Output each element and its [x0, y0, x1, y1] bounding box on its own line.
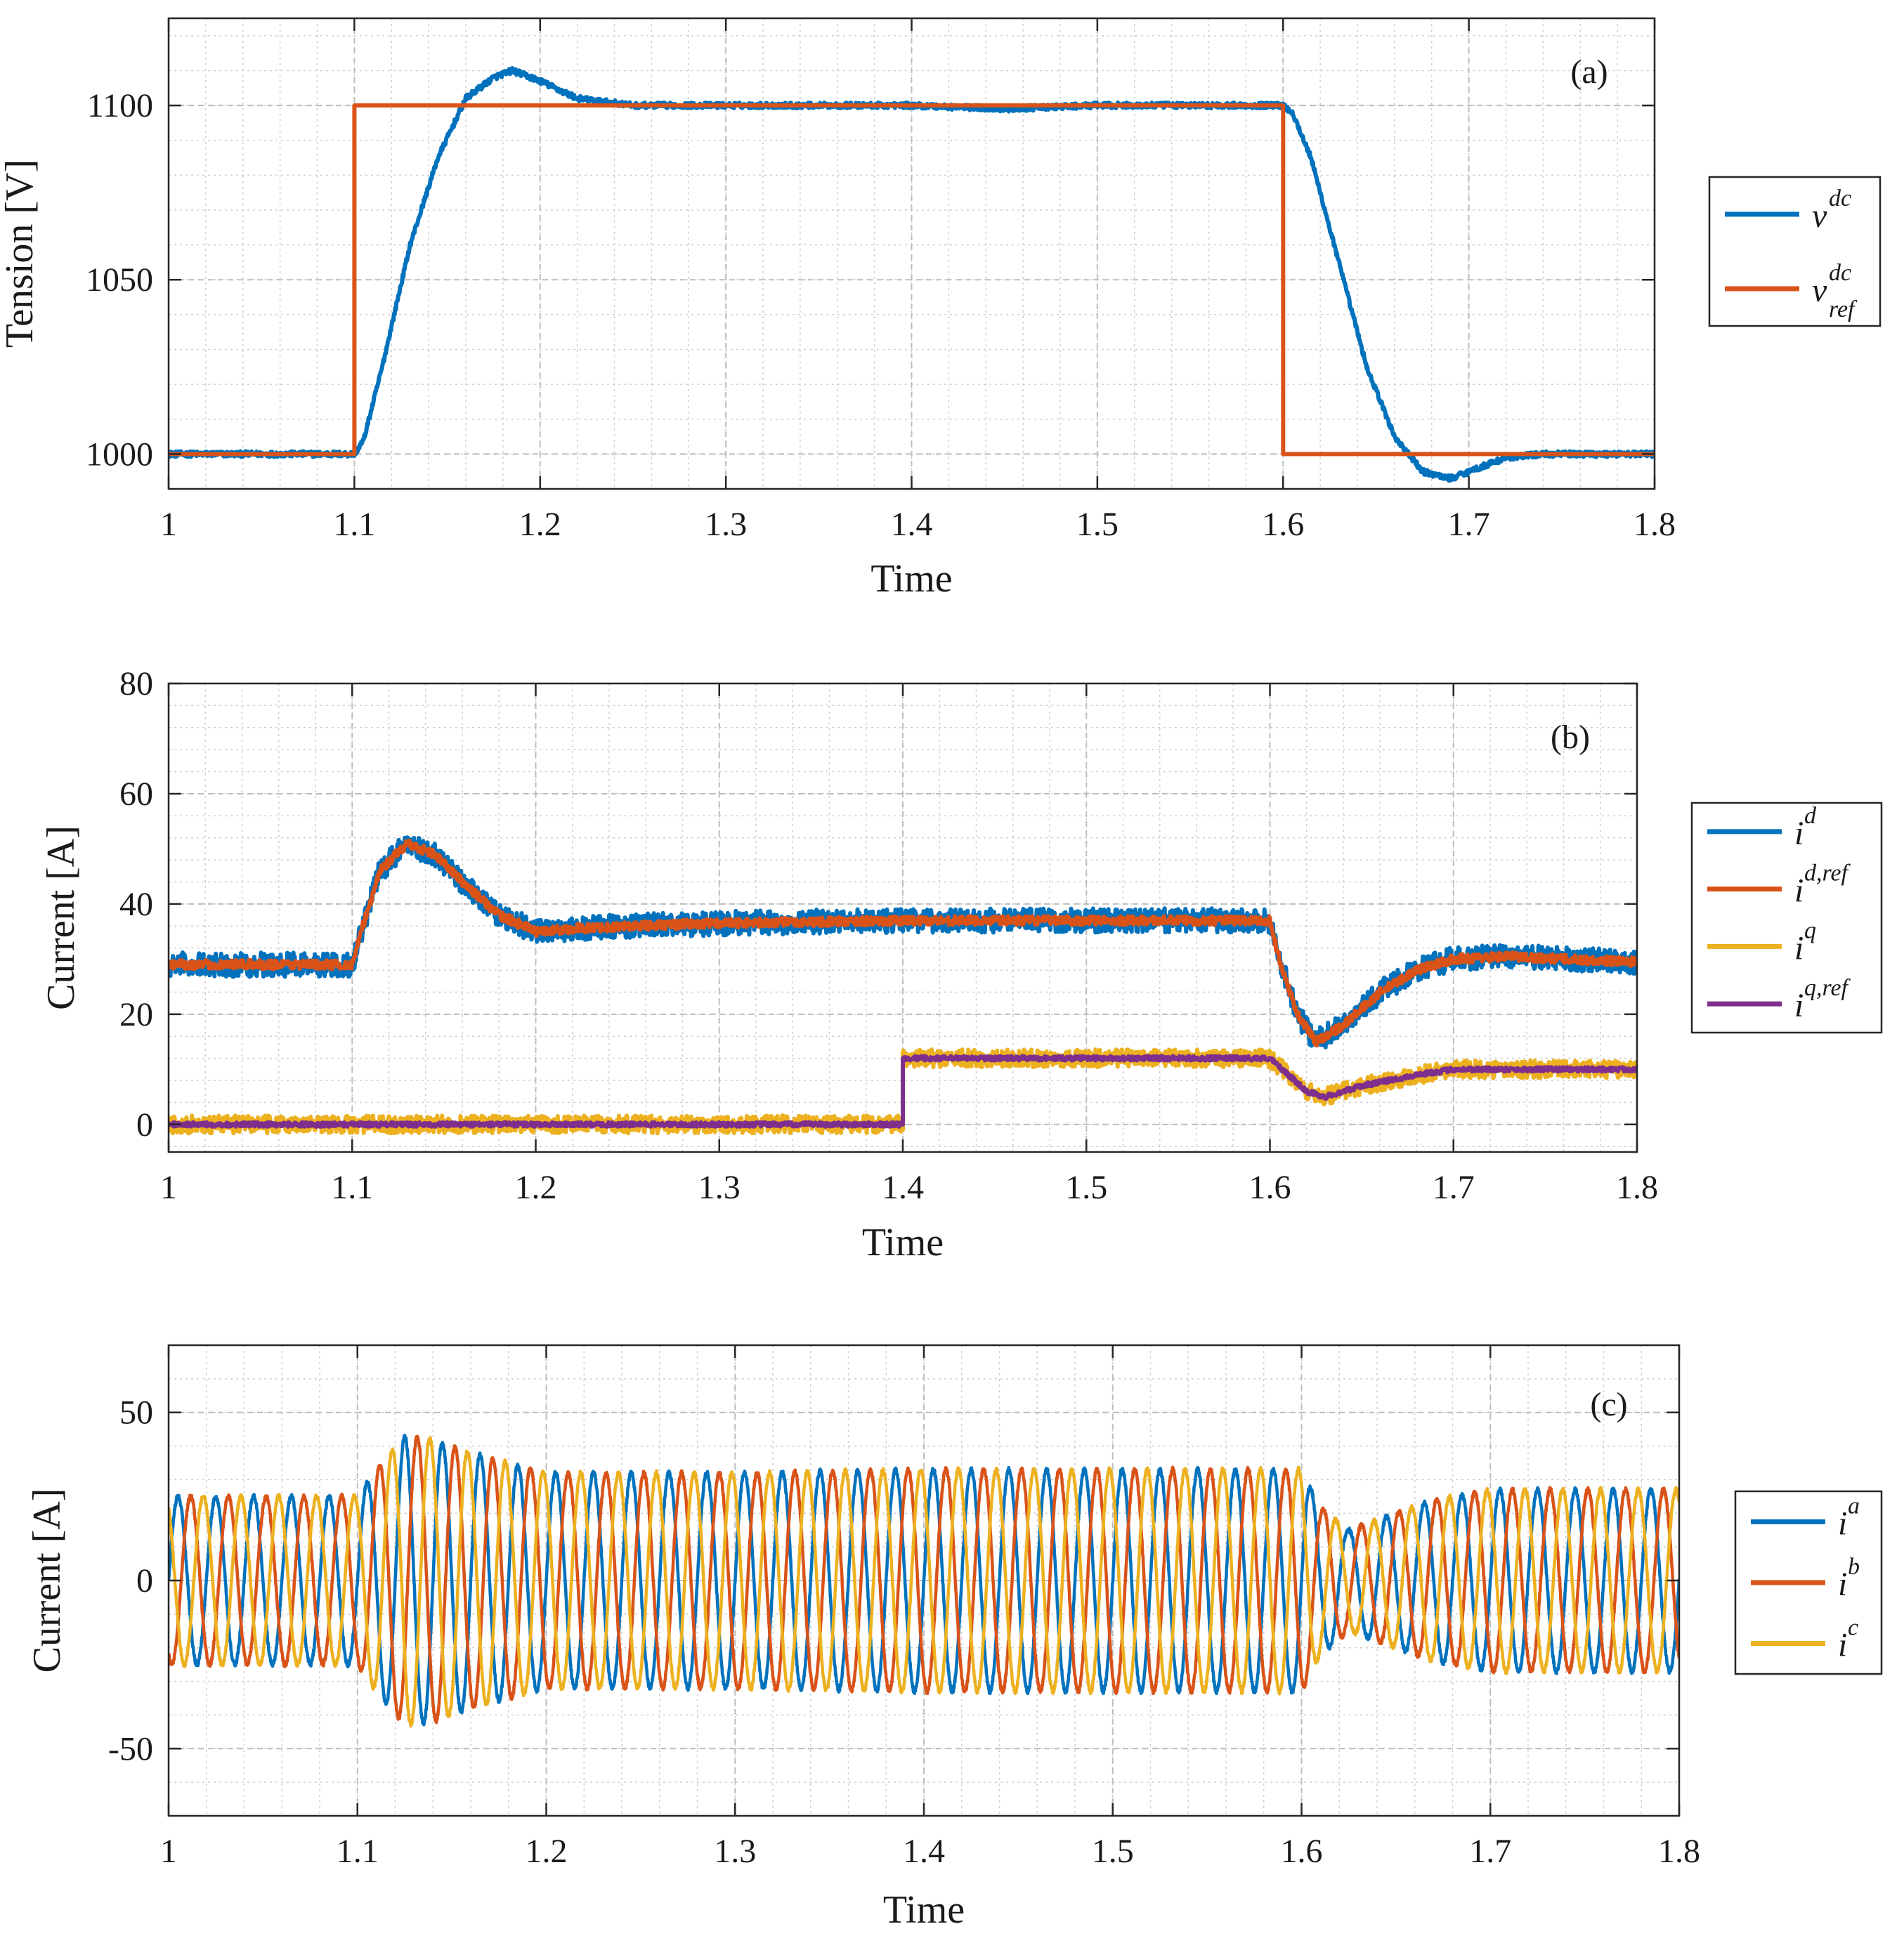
legend-item-v_dc_ref: v dc ref	[1725, 260, 1858, 322]
grid	[168, 18, 1655, 490]
x-tick-label: 1.8	[1634, 506, 1676, 543]
y-tick-label: 40	[119, 886, 153, 923]
x-tick-label: 1.2	[519, 506, 561, 543]
y-tick-label: 80	[119, 665, 153, 702]
y-tick-label: 50	[119, 1394, 153, 1432]
legend-symbol: i	[1838, 1505, 1847, 1542]
series-line-i_c	[169, 1436, 1679, 1728]
x-tick-label: 1.5	[1076, 506, 1119, 543]
series-line-v_dc_ref	[169, 103, 1655, 457]
legend-superscript: d,ref	[1804, 861, 1851, 886]
x-tick-label: 1.7	[1433, 1169, 1475, 1206]
x-tick-label: 1.4	[891, 506, 933, 543]
panel-b: 1 1.1 1.2 1.3 1.4 1.5 1.6 1.7 1.8 0 20 40 60 80 Time Cu…	[39, 665, 1883, 1264]
x-tick-label: 1.6	[1249, 1169, 1291, 1206]
legend-symbol: i	[1794, 929, 1804, 967]
legend-symbol: i	[1794, 815, 1804, 852]
y-tick-label: -50	[108, 1730, 153, 1767]
legend-superscript: b	[1848, 1554, 1860, 1580]
series-line-i_d	[169, 835, 1637, 1049]
y-tick-label: 0	[136, 1106, 153, 1144]
legend-symbol: i	[1838, 1627, 1847, 1664]
series-group	[169, 835, 1637, 1136]
x-tick-label: 1.2	[515, 1169, 557, 1206]
y-tick-label: 60	[119, 776, 153, 813]
series-group	[169, 1434, 1679, 1728]
x-tick-label: 1.4	[903, 1833, 945, 1870]
legend-superscript: dc	[1829, 260, 1851, 286]
y-tick-label: 1100	[87, 87, 153, 124]
y-tick-label: 0	[136, 1562, 153, 1599]
legend-box	[1708, 176, 1882, 327]
plot-area	[169, 18, 1655, 489]
x-axis-label: Time	[862, 1221, 944, 1264]
x-tick-label: 1.5	[1065, 1169, 1107, 1206]
legend-item-v_dc: v dc	[1725, 185, 1851, 235]
x-tick-label: 1	[160, 1169, 177, 1206]
x-tick-label: 1.8	[1616, 1169, 1658, 1206]
legend-symbol: i	[1838, 1566, 1847, 1603]
x-tick-label: 1.6	[1262, 506, 1304, 543]
x-tick-label: 1	[160, 506, 177, 543]
legend-superscript: q,ref	[1804, 975, 1851, 1001]
legend-symbol: i	[1794, 872, 1804, 910]
y-tick-label: 1050	[86, 261, 153, 299]
legend-superscript: a	[1848, 1493, 1860, 1519]
x-tick-label: 1.4	[882, 1169, 924, 1206]
x-tick-label: 1.1	[337, 1833, 379, 1870]
x-tick-label: 1.3	[698, 1169, 741, 1206]
legend: i ai bi c	[1734, 1490, 1883, 1675]
legend-symbol: v	[1812, 197, 1827, 235]
panel-tag: (a)	[1570, 53, 1608, 91]
y-tick-label: 20	[119, 996, 153, 1033]
x-tick-label: 1.3	[714, 1833, 756, 1870]
legend-symbol: i	[1794, 987, 1804, 1024]
legend-superscript: dc	[1829, 185, 1851, 211]
x-tick-label: 1.7	[1469, 1833, 1511, 1870]
x-tick-label: 1.3	[705, 506, 747, 543]
x-tick-label: 1.6	[1281, 1833, 1323, 1870]
series-line-i_b	[169, 1434, 1679, 1725]
panel-c: 1 1.1 1.2 1.3 1.4 1.5 1.6 1.7 1.8 -50 0 50 Time Curre…	[25, 1344, 1883, 1932]
series-line-i_a	[169, 1434, 1679, 1727]
panel-a: 1 1.1 1.2 1.3 1.4 1.5 1.6 1.7 1.8 1000 1050 1100 Tim…	[0, 17, 1882, 601]
y-tick-label: 1000	[86, 436, 153, 473]
legend-superscript: d	[1804, 803, 1817, 829]
series-line-i_q_ref	[169, 1054, 1637, 1129]
x-tick-label: 1.1	[331, 1169, 373, 1206]
x-axis-label: Time	[871, 557, 952, 601]
series-line-i_d_ref	[169, 838, 1637, 1048]
y-axis-label: Current [A]	[25, 1488, 69, 1673]
legend-item-i_q_ref: i q,ref	[1707, 975, 1851, 1024]
x-tick-label: 1.2	[526, 1833, 568, 1870]
legend-superscript: c	[1848, 1615, 1858, 1641]
x-tick-label: 1.1	[333, 506, 375, 543]
legend-superscript: q	[1804, 917, 1816, 943]
panel-tag: (c)	[1590, 1386, 1627, 1423]
legend-subscript: ref	[1829, 296, 1858, 322]
x-axis-label: Time	[883, 1888, 965, 1932]
x-tick-label: 1.8	[1658, 1833, 1700, 1870]
panel-tag: (b)	[1551, 719, 1590, 756]
x-tick-label: 1	[160, 1833, 177, 1870]
legend-box	[1690, 801, 1883, 1034]
x-tick-label: 1.7	[1448, 506, 1490, 543]
y-axis-label: Tension [V]	[0, 159, 41, 348]
y-axis-label: Current [A]	[39, 825, 83, 1010]
legend-symbol: v	[1812, 272, 1827, 309]
legend-item-i_d_ref: i d,ref	[1707, 861, 1851, 910]
x-tick-label: 1.5	[1092, 1833, 1134, 1870]
series-group	[169, 66, 1655, 483]
